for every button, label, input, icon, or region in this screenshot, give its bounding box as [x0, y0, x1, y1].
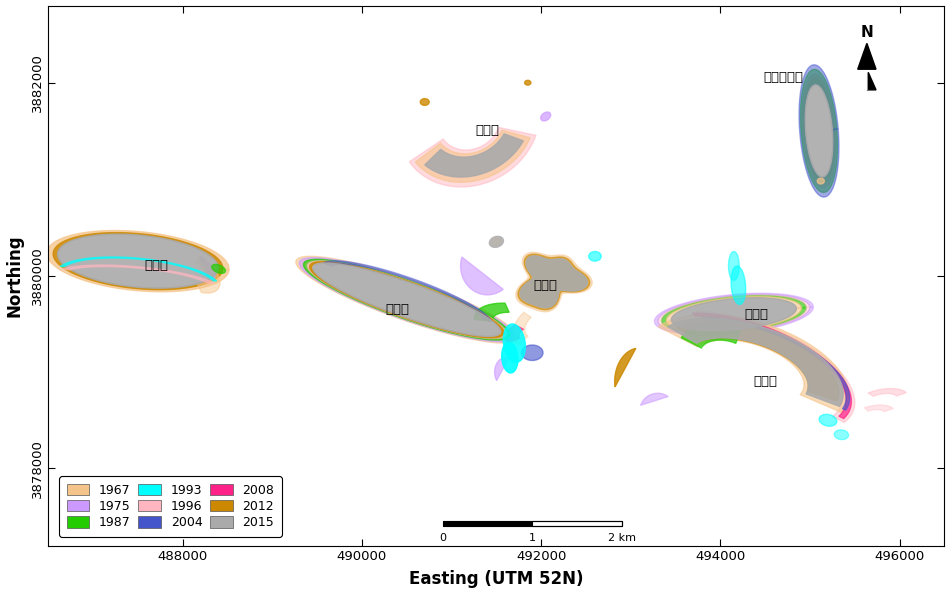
Polygon shape: [696, 311, 855, 422]
Polygon shape: [420, 99, 429, 105]
Polygon shape: [313, 263, 501, 336]
Polygon shape: [655, 293, 813, 335]
Polygon shape: [504, 324, 525, 362]
Polygon shape: [61, 257, 217, 281]
Polygon shape: [47, 230, 229, 292]
Polygon shape: [658, 314, 848, 412]
Polygon shape: [804, 78, 835, 183]
Polygon shape: [489, 236, 504, 247]
Polygon shape: [819, 415, 837, 426]
Polygon shape: [864, 405, 893, 412]
Text: 백합등: 백합등: [744, 308, 769, 321]
Polygon shape: [801, 69, 838, 192]
Polygon shape: [323, 261, 492, 322]
Polygon shape: [200, 257, 216, 280]
Polygon shape: [668, 318, 844, 406]
Polygon shape: [640, 393, 668, 405]
Polygon shape: [524, 80, 531, 85]
Polygon shape: [732, 266, 746, 305]
Polygon shape: [666, 296, 802, 332]
Polygon shape: [729, 251, 739, 280]
Text: 2 km: 2 km: [608, 533, 636, 543]
Text: N: N: [861, 24, 873, 40]
Polygon shape: [58, 234, 218, 288]
Text: 맹금머리등: 맹금머리등: [763, 71, 803, 84]
Polygon shape: [53, 233, 223, 290]
Polygon shape: [615, 348, 636, 387]
Polygon shape: [661, 295, 807, 333]
Polygon shape: [868, 388, 906, 396]
X-axis label: Easting (UTM 52N): Easting (UTM 52N): [409, 570, 583, 589]
Polygon shape: [834, 430, 848, 440]
Polygon shape: [512, 312, 531, 345]
Y-axis label: Northing: Northing: [6, 234, 24, 317]
Polygon shape: [212, 264, 225, 273]
Text: 0: 0: [439, 533, 446, 543]
Polygon shape: [703, 317, 849, 410]
Polygon shape: [520, 256, 587, 308]
Text: 대마등: 대마등: [475, 124, 500, 137]
Polygon shape: [310, 262, 504, 338]
Polygon shape: [858, 69, 876, 90]
Polygon shape: [63, 265, 214, 283]
Text: 1: 1: [529, 533, 536, 543]
Polygon shape: [474, 303, 509, 321]
Text: 진우도: 진우도: [143, 260, 168, 273]
Polygon shape: [858, 69, 876, 72]
Text: 도요둥: 도요둥: [753, 375, 777, 388]
Polygon shape: [505, 325, 523, 343]
Polygon shape: [518, 254, 590, 309]
Polygon shape: [295, 257, 518, 343]
Polygon shape: [541, 112, 551, 121]
Polygon shape: [197, 256, 220, 293]
Polygon shape: [461, 257, 504, 295]
Polygon shape: [502, 342, 518, 373]
Polygon shape: [805, 85, 833, 177]
Polygon shape: [676, 321, 839, 401]
Polygon shape: [802, 74, 836, 188]
Legend: 1967, 1975, 1987, 1993, 1996, 2004, 2008, 2012, 2015: 1967, 1975, 1987, 1993, 1996, 2004, 2008…: [59, 476, 282, 537]
Polygon shape: [693, 313, 851, 419]
Polygon shape: [672, 298, 796, 331]
Text: 장자도: 장자도: [534, 279, 558, 292]
Polygon shape: [817, 178, 825, 184]
Polygon shape: [415, 130, 530, 182]
Polygon shape: [307, 261, 506, 339]
Polygon shape: [516, 252, 592, 312]
Polygon shape: [858, 43, 876, 69]
Polygon shape: [658, 294, 809, 334]
Polygon shape: [495, 358, 508, 381]
Polygon shape: [681, 324, 740, 348]
Polygon shape: [409, 128, 536, 187]
Polygon shape: [425, 134, 523, 177]
Polygon shape: [491, 238, 502, 245]
Polygon shape: [299, 258, 514, 342]
Polygon shape: [799, 65, 839, 197]
Polygon shape: [858, 69, 866, 90]
Polygon shape: [304, 260, 510, 340]
Polygon shape: [522, 345, 543, 361]
Polygon shape: [589, 251, 601, 261]
Text: 신자도: 신자도: [386, 303, 409, 316]
Polygon shape: [866, 69, 876, 90]
